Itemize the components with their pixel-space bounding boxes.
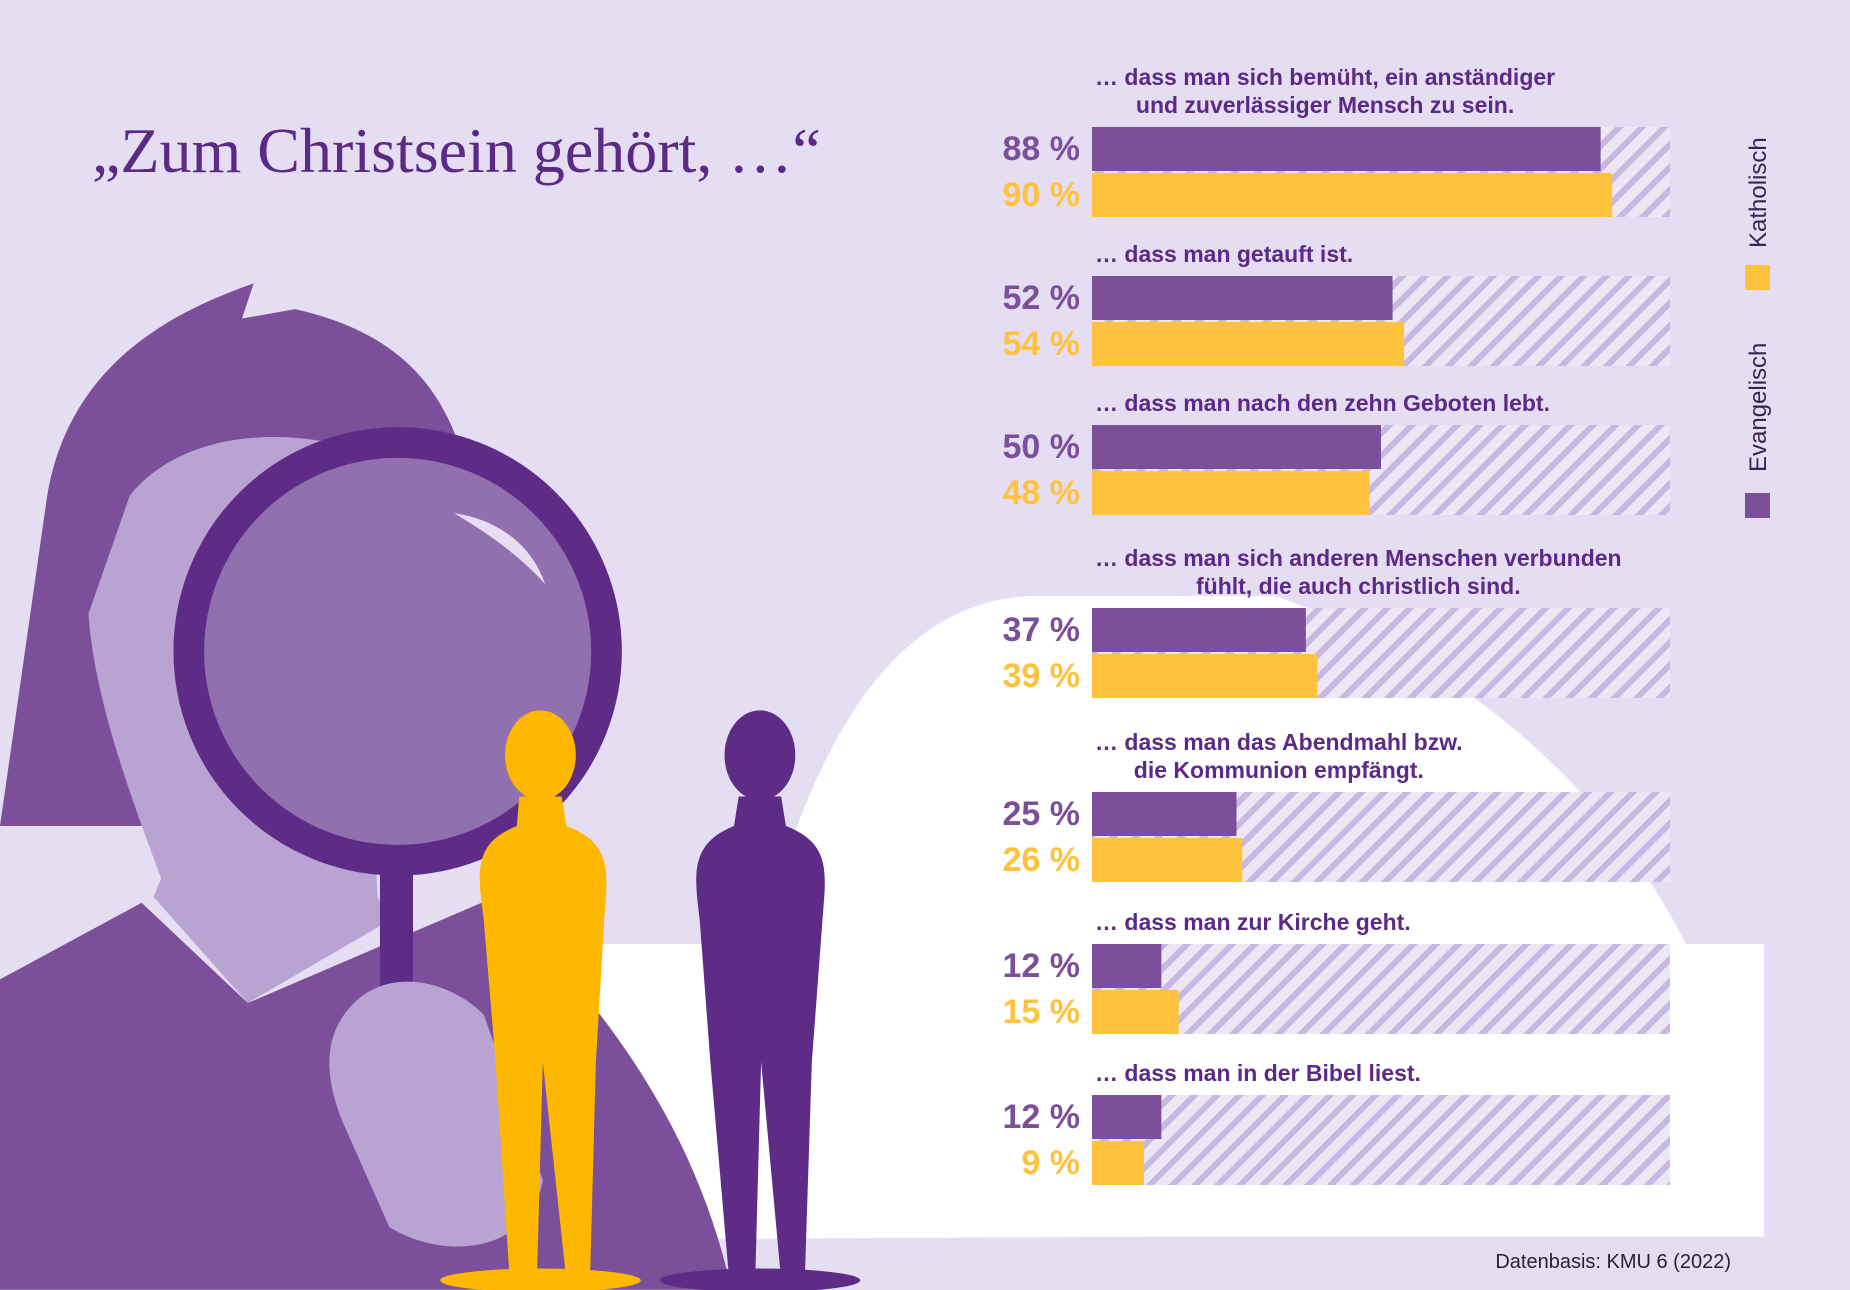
category-line: … dass man sich anderen Menschen verbund… bbox=[1095, 545, 1622, 571]
magnifier bbox=[173, 427, 622, 876]
value-label: 25 % bbox=[1003, 795, 1081, 833]
bar bbox=[1092, 608, 1306, 652]
bar bbox=[1092, 471, 1370, 515]
bar bbox=[1092, 1095, 1162, 1139]
bar bbox=[1092, 838, 1243, 882]
value-label: 39 % bbox=[1003, 657, 1081, 695]
bar-track bbox=[1092, 1095, 1670, 1185]
value-label: 54 % bbox=[1003, 325, 1081, 363]
bar bbox=[1092, 276, 1393, 320]
category-line: … dass man in der Bibel liest. bbox=[1095, 1060, 1421, 1086]
bar bbox=[1092, 322, 1405, 366]
value-label: 9 % bbox=[1021, 1144, 1080, 1182]
category-line: fühlt, die auch christlich sind. bbox=[1196, 573, 1521, 599]
value-label: 90 % bbox=[1003, 176, 1081, 214]
bar bbox=[1092, 792, 1237, 836]
category-label: … dass man sich anderen Menschen verbund… bbox=[1095, 545, 1622, 599]
bar bbox=[1092, 425, 1381, 469]
value-label: 15 % bbox=[1003, 993, 1081, 1031]
bar bbox=[1092, 1141, 1145, 1185]
category-line: … dass man nach den zehn Geboten lebt. bbox=[1095, 390, 1550, 416]
value-label: 26 % bbox=[1003, 841, 1081, 879]
category-line: die Kommunion empfängt. bbox=[1134, 757, 1424, 783]
value-label: 37 % bbox=[1003, 611, 1081, 649]
hand bbox=[329, 981, 543, 1247]
category-label: … dass man nach den zehn Geboten lebt. bbox=[1095, 390, 1550, 416]
bar bbox=[1092, 654, 1318, 698]
value-label: 88 % bbox=[1003, 130, 1081, 168]
category-label: … dass man das Abendmahl bzw. die Kommuni… bbox=[1095, 729, 1463, 783]
legend-swatch bbox=[1745, 493, 1770, 518]
bar bbox=[1092, 990, 1179, 1034]
legend-swatch bbox=[1745, 265, 1770, 290]
bar bbox=[1092, 127, 1601, 171]
yellow-figure bbox=[440, 710, 641, 1290]
bar bbox=[1092, 173, 1613, 217]
source: Datenbasis: KMU 6 (2022) bbox=[1495, 1251, 1731, 1273]
category-line: … dass man das Abendmahl bzw. bbox=[1095, 729, 1463, 755]
category-label: … dass man in der Bibel liest. bbox=[1095, 1060, 1421, 1086]
category-line: … dass man sich bemüht, ein anständiger bbox=[1095, 64, 1555, 90]
chart-title: „Zum Christsein gehört, …“ bbox=[92, 115, 821, 186]
bar bbox=[1092, 944, 1162, 988]
category-line: … dass man getauft ist. bbox=[1095, 241, 1353, 267]
legend-label: Evangelisch bbox=[1745, 343, 1772, 472]
value-label: 48 % bbox=[1003, 474, 1081, 512]
category-line: … dass man zur Kirche geht. bbox=[1095, 909, 1411, 935]
value-label: 12 % bbox=[1003, 1098, 1081, 1136]
legend-label: Katholisch bbox=[1745, 137, 1772, 248]
category-label: … dass man sich bemüht, ein anständiger u… bbox=[1095, 64, 1555, 118]
category-label: … dass man getauft ist. bbox=[1095, 241, 1353, 267]
value-label: 50 % bbox=[1003, 428, 1081, 466]
category-label: … dass man zur Kirche geht. bbox=[1095, 909, 1411, 935]
illustration bbox=[0, 283, 1765, 1290]
bar-track bbox=[1092, 944, 1670, 1034]
purple-figure bbox=[659, 710, 861, 1290]
value-label: 52 % bbox=[1003, 279, 1081, 317]
value-label: 12 % bbox=[1003, 947, 1081, 985]
category-line: und zuverlässiger Mensch zu sein. bbox=[1136, 92, 1514, 118]
